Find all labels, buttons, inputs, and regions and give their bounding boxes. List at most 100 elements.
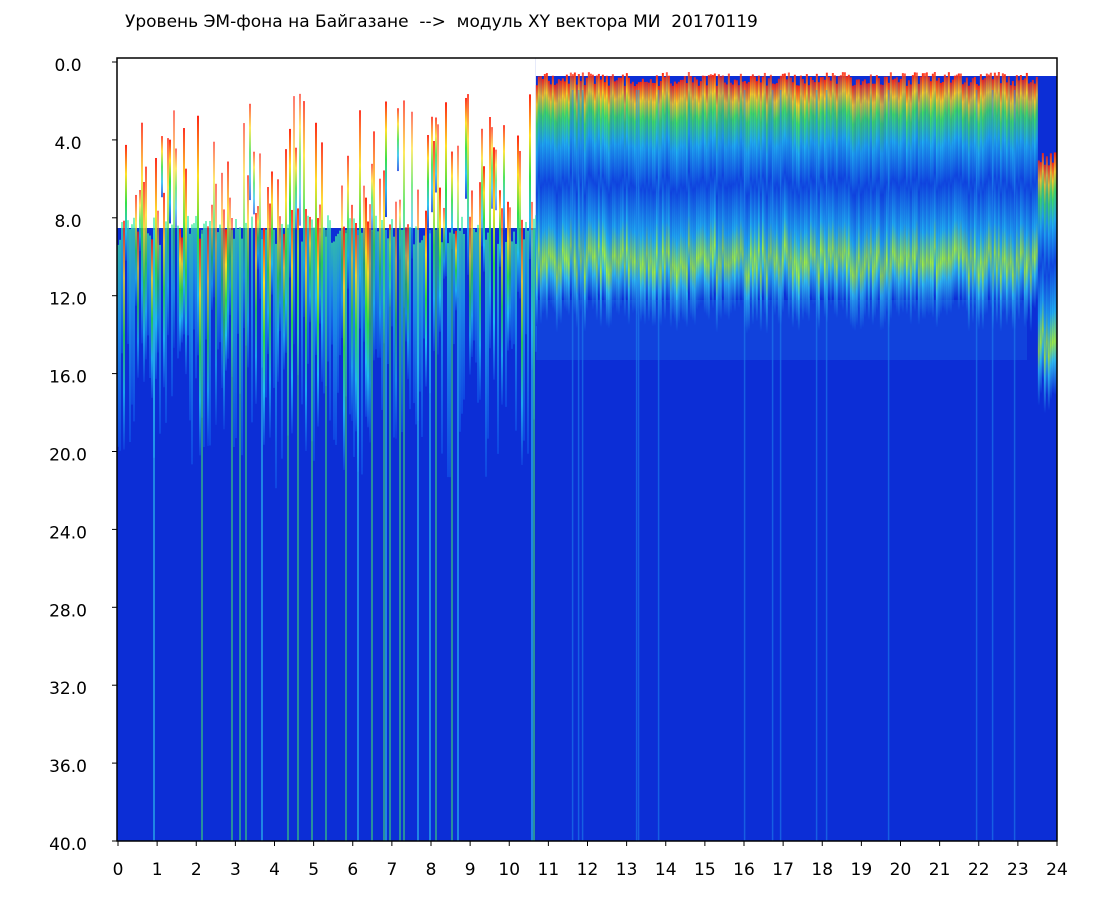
spectrogram-column — [225, 229, 227, 371]
spectrogram-column — [1007, 76, 1010, 318]
spectrogram-column — [675, 83, 678, 331]
x-tick-label: 0 — [113, 860, 124, 880]
spectrogram-column — [941, 81, 944, 309]
y-tick-label: 36.0 — [49, 757, 87, 777]
spectrogram-column — [477, 224, 479, 403]
spectrogram-streak — [287, 230, 289, 841]
spectrogram-column — [247, 175, 249, 368]
spectrogram-column — [601, 74, 604, 300]
spectrogram-column — [871, 83, 874, 325]
spectrogram-column — [507, 201, 509, 351]
spectrogram-column — [717, 74, 720, 317]
spectrogram-column — [157, 210, 159, 353]
spectrogram-column — [903, 73, 906, 304]
spectrogram-column — [753, 76, 756, 311]
spectrogram-streak — [771, 90, 774, 841]
spectrogram-streak — [991, 90, 994, 841]
spectrogram-column — [553, 84, 556, 313]
spectrogram-streak — [887, 90, 890, 841]
spectrogram-column — [995, 75, 998, 324]
spectrogram-column — [1003, 74, 1006, 311]
spectrogram-column — [555, 83, 558, 332]
spectrogram-column — [867, 83, 870, 320]
spectrogram-column — [509, 207, 511, 341]
spectrogram-column — [735, 80, 738, 301]
spectrogram-column — [355, 223, 357, 432]
spectrogram-column — [209, 220, 211, 446]
spectrogram-column — [595, 75, 598, 321]
spectrogram-column — [465, 97, 467, 199]
spectrogram-column — [151, 239, 153, 398]
spectrogram-column — [1029, 82, 1032, 332]
spectrogram-streak — [245, 230, 247, 841]
spectrogram-streak — [383, 230, 385, 841]
spectrogram-column — [431, 116, 433, 213]
spectrogram-column — [223, 209, 225, 430]
x-tick-label: 17 — [772, 860, 794, 880]
y-tick-label: 24.0 — [49, 523, 87, 543]
spectrogram-column — [583, 85, 586, 332]
spectrogram-column — [605, 75, 608, 326]
spectrogram-column — [409, 226, 411, 410]
spectrogram-column — [997, 72, 1000, 306]
spectrogram-column — [133, 217, 135, 422]
spectrogram-column — [167, 138, 169, 336]
spectrogram-column — [889, 72, 892, 319]
spectrogram-column — [313, 227, 315, 461]
spectrogram-column — [187, 215, 189, 336]
spectrogram-column — [573, 72, 576, 315]
spectrogram-column — [739, 73, 742, 299]
x-tick-label: 8 — [426, 860, 437, 880]
spectrogram-column — [205, 221, 207, 340]
spectrogram-column — [269, 203, 271, 438]
spectrogram-column — [135, 194, 137, 306]
spectrogram-column — [733, 79, 736, 312]
y-tick-label: 32.0 — [49, 679, 87, 699]
spectrogram-column — [179, 228, 181, 352]
spectrogram-column — [539, 76, 542, 324]
spectrogram-streak — [429, 230, 431, 841]
spectrogram-streak — [297, 230, 299, 841]
spectrogram-column — [437, 124, 439, 355]
spectrogram-column — [285, 149, 287, 353]
spectrogram-column — [931, 73, 934, 318]
spectrogram-column — [255, 213, 257, 404]
spectrogram-column — [463, 233, 465, 400]
spectrogram-streak — [399, 230, 401, 841]
spectrogram-column — [763, 72, 766, 314]
spectrogram-column — [177, 225, 179, 359]
spectrogram-column — [185, 168, 187, 375]
spectrogram-column — [731, 84, 734, 306]
spectrogram-streak — [435, 230, 437, 841]
spectrogram-column — [901, 73, 904, 313]
chart-title: Уровень ЭМ-фона на Байгазане --> модуль … — [125, 12, 758, 32]
x-tick-label: 24 — [1046, 860, 1068, 880]
spectrogram-column — [125, 144, 127, 261]
y-tick-label: 0.0 — [54, 56, 81, 76]
spectrogram-column — [843, 72, 846, 302]
spectrogram-column — [407, 224, 409, 380]
spectrogram-column — [257, 206, 259, 270]
spectrogram-column — [665, 72, 668, 302]
spectrogram-column — [427, 135, 429, 228]
spectrogram-column — [663, 77, 666, 320]
spectrogram-column — [707, 75, 710, 320]
spectrogram-column — [879, 84, 882, 331]
spectrogram-column — [513, 231, 515, 345]
spectrogram-column — [399, 199, 401, 260]
spectrogram-column — [885, 76, 888, 312]
spectrogram-column — [765, 85, 768, 334]
spectrogram-column — [967, 85, 970, 331]
spectrogram-column — [609, 76, 612, 325]
spectrogram-column — [227, 161, 229, 359]
spectrogram-column — [349, 218, 351, 415]
spectrogram-column — [833, 75, 836, 315]
spectrogram-column — [747, 82, 750, 331]
spectrogram-column — [249, 103, 251, 201]
spectrogram-column — [935, 80, 938, 328]
spectrogram-column — [405, 227, 407, 342]
spectrogram-column — [335, 236, 337, 445]
spectrogram-column — [709, 74, 712, 299]
spectrogram-streak — [743, 90, 746, 841]
spectrogram-column — [593, 83, 596, 306]
